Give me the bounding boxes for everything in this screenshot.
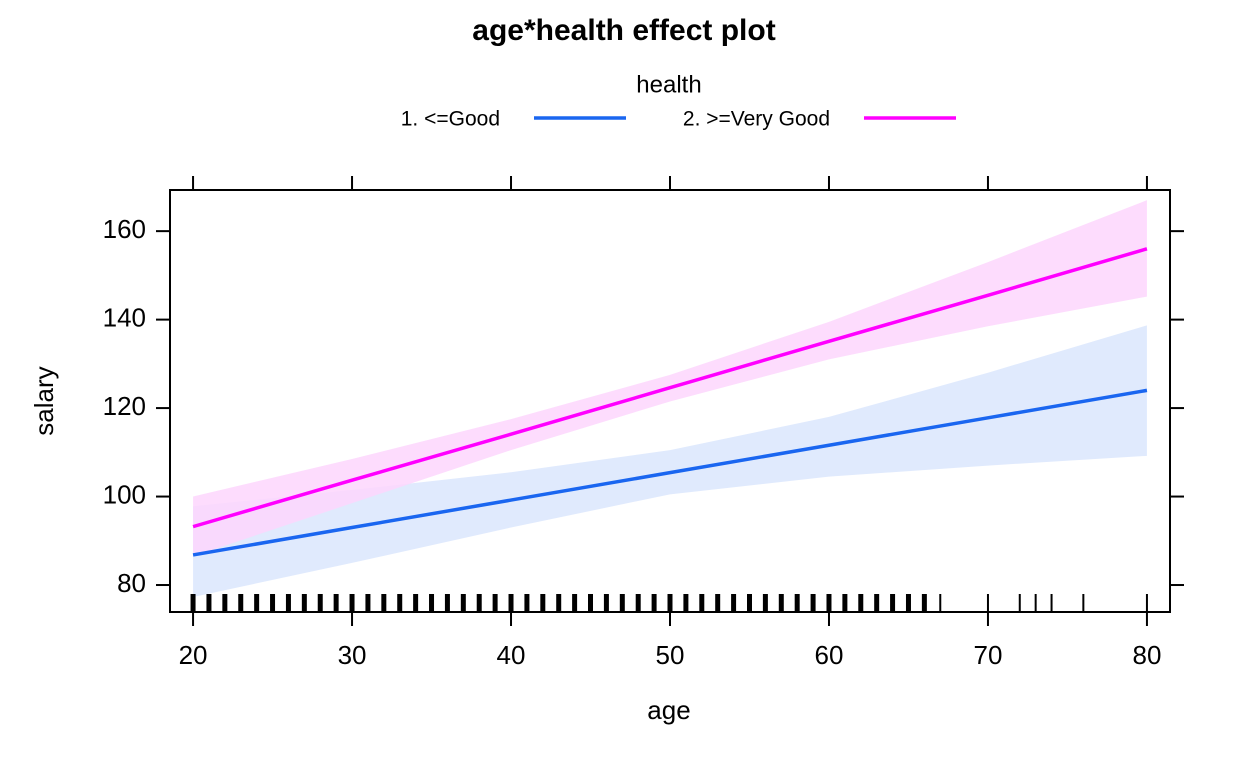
y-tick-label: 140 [103,302,146,332]
y-tick-label: 120 [103,391,146,421]
x-tick-label: 50 [656,640,685,670]
x-tick-label: 60 [815,640,844,670]
effect-line [192,388,1148,557]
x-tick-label: 80 [1132,640,1161,670]
effect-line [192,247,1148,529]
x-tick-label: 70 [974,640,1003,670]
confidence-band [193,200,1147,557]
legend-title: health [636,71,701,98]
y-tick-label: 100 [103,479,146,509]
confidence-band [193,325,1147,597]
y-axis-label: salary [29,366,59,435]
legend-label: 1. <=Good [401,108,500,131]
legend-label: 2. >=Very Good [683,108,830,131]
x-axis-label: age [647,695,690,725]
y-tick-label: 80 [117,568,146,598]
x-tick-label: 40 [497,640,526,670]
x-tick-label: 30 [338,640,367,670]
chart-title: age*health effect plot [472,14,775,47]
x-tick-label: 20 [179,640,208,670]
y-tick-label: 160 [103,214,146,244]
